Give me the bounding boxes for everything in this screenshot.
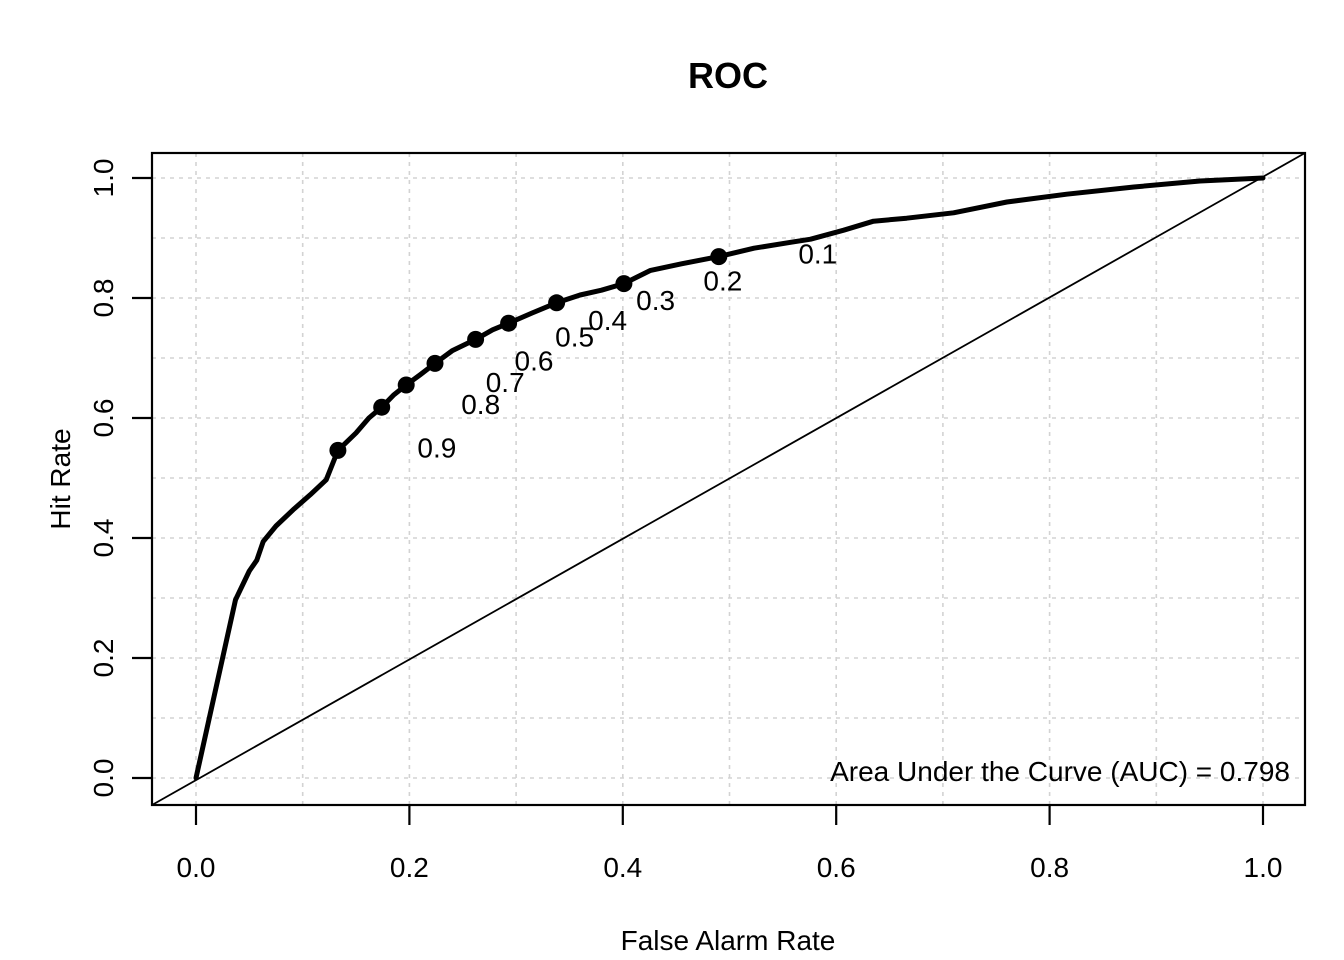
threshold-point (710, 248, 728, 266)
y-axis-tick-labels: 0.0 0.2 0.4 0.6 0.8 1.0 (88, 159, 119, 798)
threshold-point-label: 0.8 (461, 389, 500, 420)
threshold-point (615, 275, 633, 293)
threshold-point-label: 0.1 (798, 239, 837, 270)
threshold-point (500, 314, 518, 332)
threshold-point-label: 0.4 (588, 305, 627, 336)
y-tick-label: 1.0 (88, 159, 119, 198)
y-tick-label: 0.6 (88, 399, 119, 438)
y-tick-label: 0.0 (88, 759, 119, 798)
chart-title: ROC (688, 55, 768, 96)
threshold-point-label: 0.7 (486, 367, 525, 398)
x-tick-label: 1.0 (1244, 852, 1283, 883)
threshold-point (548, 294, 566, 312)
gridlines (152, 153, 1305, 805)
x-axis-tick-labels: 0.0 0.2 0.4 0.6 0.8 1.0 (177, 852, 1283, 883)
x-tick-label: 0.2 (390, 852, 429, 883)
y-axis-ticks (132, 176, 152, 780)
y-tick-label: 0.8 (88, 279, 119, 318)
threshold-point (329, 441, 347, 459)
x-axis-label: False Alarm Rate (621, 925, 836, 956)
threshold-point-label: 0.9 (417, 432, 456, 463)
y-tick-label: 0.4 (88, 519, 119, 558)
threshold-point-label: 0.2 (703, 266, 742, 297)
chance-diagonal-line (151, 152, 1306, 806)
threshold-point-label: 0.5 (555, 321, 594, 352)
threshold-points (329, 248, 728, 459)
x-tick-label: 0.4 (603, 852, 642, 883)
threshold-point (397, 376, 415, 394)
threshold-point (426, 354, 444, 372)
threshold-point-label: 0.6 (515, 345, 554, 376)
plot-border (150, 151, 1307, 807)
threshold-labels: 0.1 0.2 0.3 0.40.50.60.70.80.9 (417, 239, 837, 464)
y-axis-label: Hit Rate (45, 428, 76, 529)
x-axis-ticks (194, 805, 1265, 825)
threshold-point (467, 330, 485, 348)
threshold-point (373, 398, 391, 416)
threshold-point-label: 0.3 (636, 285, 675, 316)
auc-annotation: Area Under the Curve (AUC) = 0.798 (830, 756, 1290, 787)
x-tick-label: 0.0 (177, 852, 216, 883)
x-tick-label: 0.8 (1030, 852, 1069, 883)
x-tick-label: 0.6 (817, 852, 856, 883)
y-tick-label: 0.2 (88, 639, 119, 678)
